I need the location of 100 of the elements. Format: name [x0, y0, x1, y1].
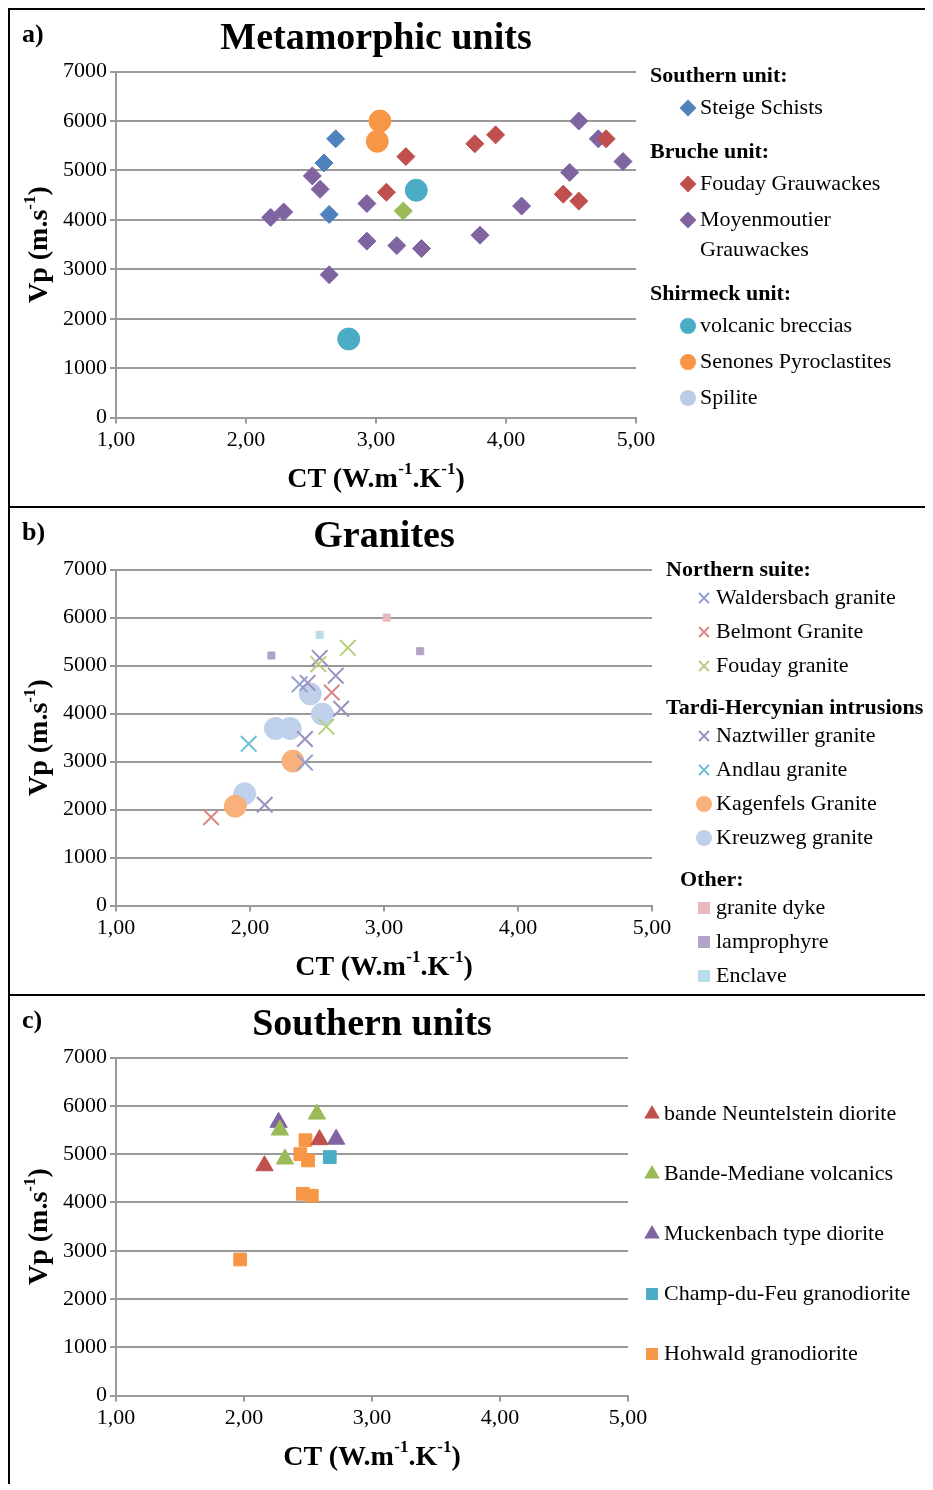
point	[317, 717, 336, 736]
point	[404, 178, 428, 202]
y-tick-label: 5000	[63, 1139, 107, 1165]
point	[281, 749, 305, 773]
point	[261, 207, 281, 227]
y-tick-label: 4000	[63, 699, 107, 725]
point	[412, 239, 431, 259]
x-tick-label: 5,00	[632, 913, 672, 939]
point	[337, 327, 361, 351]
legend-label: Champ-du-Feu granodiorite	[664, 1279, 911, 1305]
legend-label: Spilite	[700, 383, 758, 409]
legend-label: Senones Pyroclastites	[700, 347, 892, 373]
point	[302, 166, 322, 186]
y-axis-title: Vp (m.s-1)	[19, 679, 54, 797]
point	[223, 794, 247, 818]
y-tick-label: 1000	[63, 1333, 107, 1359]
point	[267, 651, 276, 660]
point	[319, 204, 339, 224]
legend-label: Fouday granite	[716, 651, 849, 677]
text: Tardi-Hercynian intrusions	[666, 693, 924, 719]
y-tick-label: 6000	[63, 603, 107, 629]
legend-label: Hohwald granodiorite	[664, 1339, 858, 1365]
legend-label: Bande-Mediane volcanics	[664, 1159, 894, 1185]
x-tick-label: 3,00	[364, 913, 404, 939]
legend-label: volcanic breccias	[700, 311, 853, 337]
point	[310, 179, 330, 199]
y-tick-label: 7000	[63, 1043, 107, 1069]
y-tick-label: 6000	[63, 1091, 107, 1117]
x-tick-label: 4,00	[498, 913, 538, 939]
text: a)	[22, 18, 44, 48]
text: Shirmeck unit:	[650, 279, 792, 305]
x-tick-label: 3,00	[352, 1403, 392, 1429]
text: Other:	[680, 865, 744, 891]
point	[315, 630, 324, 639]
y-tick-label: 2000	[63, 795, 107, 821]
point	[332, 700, 350, 718]
point	[202, 808, 220, 827]
point	[376, 182, 396, 202]
legend-label: Steige Schists	[700, 93, 823, 119]
point	[596, 129, 616, 149]
y-tick-label: 1000	[63, 353, 107, 379]
y-tick-label: 2000	[63, 304, 107, 330]
x-tick-label: 4,00	[480, 1403, 520, 1429]
point	[396, 147, 416, 167]
y-tick-label: 3000	[63, 747, 107, 773]
point	[314, 153, 334, 173]
point	[326, 666, 345, 685]
text: Southern unit:	[650, 61, 788, 87]
point	[368, 109, 392, 133]
x-tick-label: 2,00	[224, 1403, 264, 1429]
point	[239, 735, 258, 753]
point	[357, 231, 377, 251]
chart-title: Granites	[313, 512, 455, 555]
point	[255, 796, 274, 814]
y-tick-label: 3000	[63, 255, 107, 281]
point	[387, 236, 407, 256]
y-tick-label: 1000	[63, 843, 107, 869]
point	[512, 196, 532, 216]
point	[357, 194, 377, 214]
legend-label: Andlau granite	[716, 755, 848, 781]
x-tick-label: 5,00	[616, 425, 656, 451]
point	[319, 265, 339, 285]
text: Northern suite:	[666, 555, 811, 581]
legend-label: Moyenmoutier Grauwackes	[700, 205, 832, 261]
point	[465, 134, 485, 154]
point	[569, 111, 589, 131]
point	[613, 152, 633, 172]
text: c)	[22, 1004, 43, 1034]
point	[560, 162, 580, 182]
chart-title: Metamorphic units	[220, 14, 532, 57]
point	[569, 191, 589, 211]
legend-label: Belmont Granite	[716, 617, 864, 643]
point	[416, 647, 425, 656]
y-tick-label: 5000	[63, 651, 107, 677]
y-axis-title: Vp (m.s-1)	[19, 1168, 54, 1286]
x-tick-label: 2,00	[230, 913, 270, 939]
y-tick-label: 6000	[63, 106, 107, 132]
point	[365, 129, 389, 153]
y-tick-label: 7000	[63, 57, 107, 83]
point	[309, 655, 328, 673]
y-tick-label: 5000	[63, 156, 107, 182]
legend-label: lamprophyre	[716, 927, 829, 953]
y-tick-label: 4000	[63, 1188, 107, 1214]
y-tick-label: 3000	[63, 1236, 107, 1262]
point	[290, 675, 309, 694]
legend-label: Kagenfels Granite	[716, 789, 877, 815]
y-tick-label: 2000	[63, 1284, 107, 1310]
point	[382, 613, 391, 622]
point	[486, 125, 506, 145]
point	[310, 649, 329, 667]
point	[274, 202, 294, 222]
x-tick-label: 3,00	[356, 425, 396, 451]
legend-label: Enclave	[716, 961, 787, 987]
chart-title: Southern units	[252, 1000, 492, 1043]
point	[322, 683, 341, 702]
legend-label: Muckenbach type diorite	[664, 1219, 884, 1245]
text: b)	[22, 516, 46, 546]
x-tick-label: 4,00	[486, 425, 526, 451]
point	[296, 753, 314, 772]
legend-label: granite dyke	[716, 893, 826, 919]
